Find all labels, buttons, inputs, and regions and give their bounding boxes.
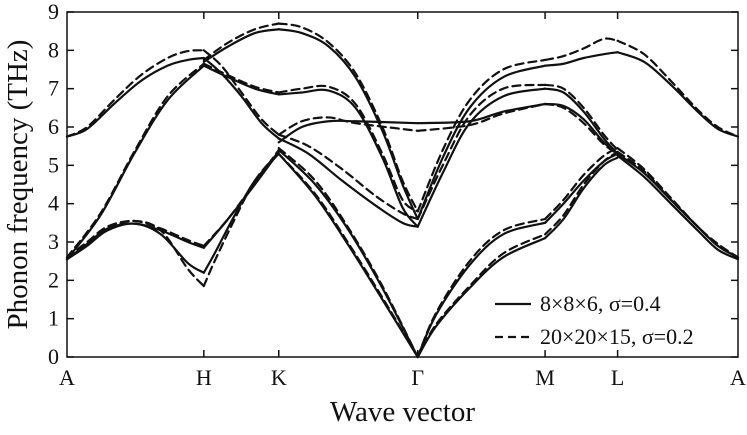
- band-line: [416, 64, 547, 221]
- x-tick-label: K: [271, 365, 287, 390]
- band-line: [543, 146, 619, 221]
- y-axis-ticks: 0 1 2 3 4 5 6 7 8 9: [48, 0, 738, 369]
- band-line: [616, 154, 740, 261]
- band-line: [65, 62, 205, 259]
- band-line: [416, 217, 547, 359]
- band-line: [202, 49, 280, 136]
- band-line: [202, 152, 280, 274]
- band-line: [277, 116, 419, 136]
- band-line: [202, 22, 280, 62]
- band-line: [277, 22, 419, 213]
- band-line: [277, 84, 419, 213]
- band-line: [277, 133, 419, 221]
- band-lines: [65, 22, 740, 359]
- band-line: [65, 49, 205, 138]
- y-tick-label: 7: [48, 76, 59, 101]
- band-line: [543, 156, 619, 240]
- y-tick-label: 3: [48, 229, 59, 254]
- band-line: [416, 102, 547, 125]
- series-dashed: [65, 22, 740, 359]
- legend-label: 8×8×6, σ=0.4: [540, 291, 661, 316]
- band-line: [277, 88, 419, 228]
- band-line: [543, 87, 619, 155]
- x-tick-label: H: [196, 365, 212, 390]
- x-tick-label: Γ: [411, 365, 424, 390]
- band-line: [616, 51, 740, 138]
- band-line: [277, 146, 419, 359]
- band-line: [277, 137, 419, 228]
- band-line: [202, 150, 280, 288]
- band-line: [202, 148, 280, 247]
- band-line: [416, 83, 547, 221]
- band-line: [416, 87, 547, 228]
- x-axis-label: Wave vector: [330, 396, 475, 428]
- y-tick-label: 8: [48, 37, 59, 62]
- band-line: [65, 56, 205, 138]
- x-tick-label: L: [611, 365, 624, 390]
- legend: 8×8×6, σ=0.4 20×20×15, σ=0.2: [495, 291, 694, 349]
- band-line: [416, 58, 547, 213]
- plot-frame: [66, 11, 739, 358]
- band-line: [616, 150, 740, 259]
- band-line: [543, 37, 619, 62]
- band-line: [65, 219, 205, 259]
- x-tick-label: A: [59, 365, 75, 390]
- band-line: [277, 119, 419, 144]
- band-line: [277, 148, 419, 359]
- x-tick-label: A: [730, 365, 746, 390]
- y-tick-label: 9: [48, 0, 59, 24]
- band-line: [543, 150, 619, 236]
- band-line: [202, 62, 280, 94]
- legend-label: 20×20×15, σ=0.2: [540, 324, 694, 349]
- y-axis-label: Phonon frequency (THz): [2, 40, 34, 330]
- band-line: [416, 233, 547, 359]
- band-line: [543, 83, 619, 152]
- band-line: [202, 56, 280, 140]
- band-line: [202, 28, 280, 63]
- band-line: [543, 102, 619, 155]
- band-line: [543, 51, 619, 67]
- y-tick-label: 1: [48, 306, 59, 331]
- band-line: [202, 64, 280, 96]
- band-line: [616, 39, 740, 138]
- band-line: [416, 102, 547, 132]
- x-tick-label: M: [535, 365, 555, 390]
- y-tick-label: 2: [48, 267, 59, 292]
- band-line: [277, 28, 419, 221]
- y-tick-label: 6: [48, 114, 59, 139]
- band-line: [416, 237, 547, 359]
- y-tick-label: 5: [48, 152, 59, 177]
- y-tick-label: 4: [48, 191, 59, 216]
- y-tick-label: 0: [48, 344, 59, 369]
